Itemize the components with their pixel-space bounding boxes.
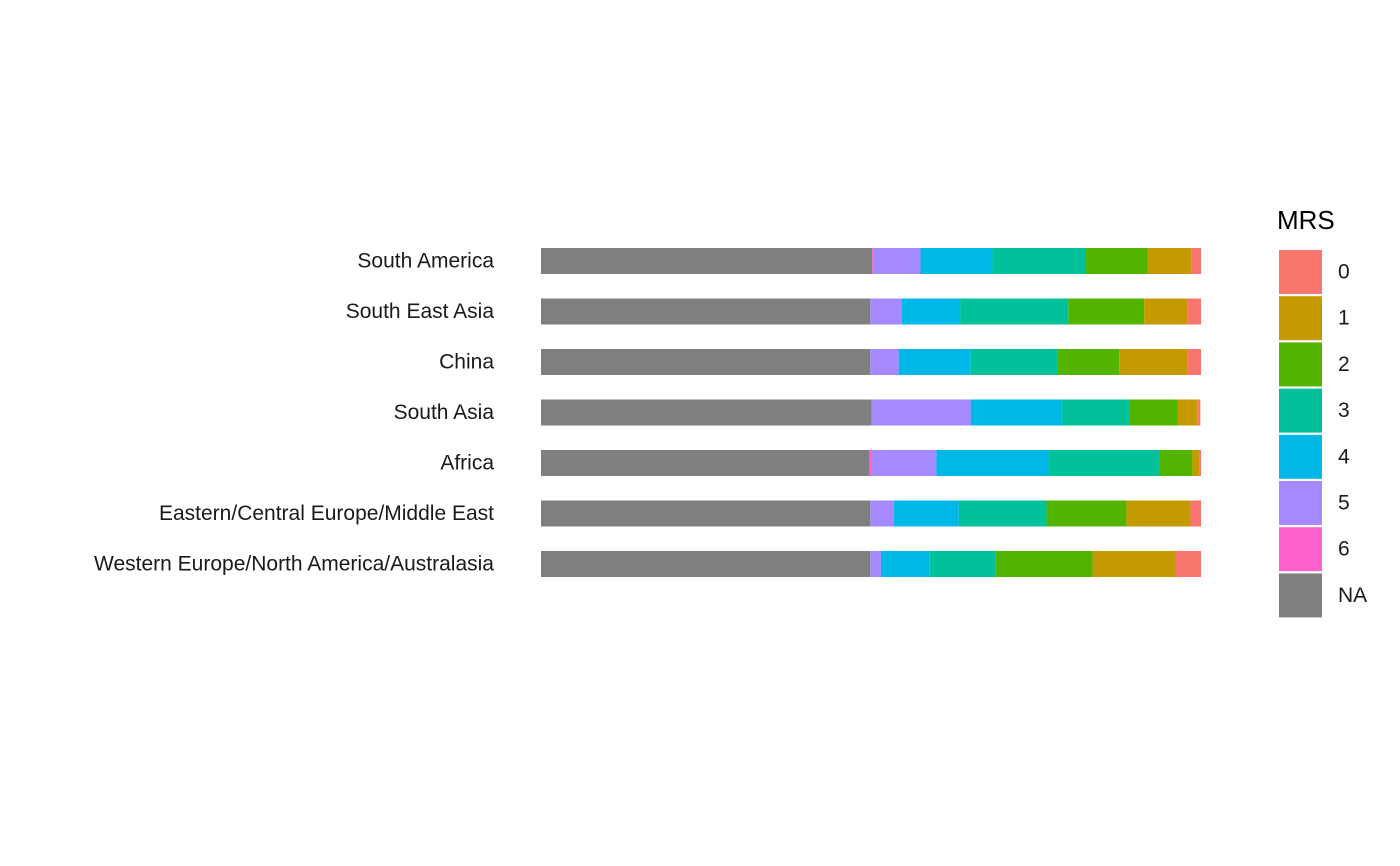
- legend-label-2: 2: [1338, 353, 1350, 376]
- legend-entry-5: 5: [1279, 481, 1350, 525]
- legend-key-4: [1279, 434, 1322, 479]
- legend-title: MRS: [1277, 205, 1335, 235]
- legend-label-5: 5: [1338, 492, 1350, 515]
- bar-segment-south-america-mrs-4: [920, 248, 993, 274]
- bar-segment-africa-mrs-1: [1192, 450, 1200, 476]
- bar-segment-western-europe-north-america-australasia-mrs-0: [1175, 551, 1201, 577]
- category-label-south-america: South America: [357, 250, 494, 273]
- legend-key-3: [1279, 388, 1322, 433]
- bar-segment-china-mrs-5: [870, 349, 899, 375]
- bar-segment-africa-mrs-na: [541, 450, 870, 476]
- legend-label-3: 3: [1338, 399, 1350, 422]
- bar-segment-south-east-asia-mrs-1: [1144, 298, 1188, 325]
- category-label-eastern-central-europe-middle-east: Eastern/Central Europe/Middle East: [159, 502, 494, 525]
- legend-entry-3: 3: [1279, 388, 1350, 433]
- legend-label-na: NA: [1338, 584, 1367, 607]
- bar-segment-south-america-mrs-3: [992, 248, 1086, 274]
- bar-segment-china-mrs-3: [970, 349, 1058, 375]
- bar-segment-south-america-mrs-6: [872, 248, 874, 274]
- bar-segment-south-america-mrs-2: [1085, 248, 1148, 274]
- legend-key-6: [1279, 527, 1322, 572]
- bar-china: [541, 349, 1201, 375]
- legend: MRS 0 1 2 3 4 5 6 NA: [1277, 205, 1367, 618]
- bar-segment-africa-mrs-2: [1159, 450, 1193, 476]
- bar-segment-south-america-mrs-0: [1191, 248, 1201, 274]
- bar-segment-south-asia-mrs-0: [1197, 399, 1201, 426]
- category-label-africa: Africa: [440, 452, 494, 475]
- category-label-south-east-asia: South East Asia: [346, 300, 495, 323]
- bar-segment-eastern-central-europe-middle-east-mrs-0: [1190, 500, 1201, 527]
- category-label-western-europe-north-america-australasia: Western Europe/North America/Australasia: [94, 553, 494, 576]
- bar-segment-china-mrs-0: [1187, 349, 1201, 375]
- bar-western-europe-north-america-australasia: [541, 551, 1201, 577]
- legend-key-na: [1279, 573, 1322, 618]
- legend-items: 0 1 2 3 4 5 6 NA: [1279, 250, 1367, 618]
- bar-segment-africa-mrs-0: [1199, 450, 1201, 476]
- legend-entry-0: 0: [1279, 250, 1350, 294]
- bar-eastern-central-europe-middle-east: [541, 500, 1201, 527]
- bar-segment-south-east-asia-mrs-5: [870, 298, 903, 325]
- bar-segment-africa-mrs-4: [936, 450, 1049, 476]
- bar-segment-south-east-asia-mrs-0: [1187, 298, 1201, 325]
- bar-segment-africa-mrs-6: [869, 450, 871, 476]
- bar-segment-western-europe-north-america-australasia-mrs-3: [929, 551, 996, 577]
- bar-segment-south-asia-mrs-na: [541, 399, 872, 426]
- bar-segment-south-east-asia-mrs-3: [960, 298, 1069, 325]
- legend-label-4: 4: [1338, 445, 1350, 468]
- bar-segment-south-east-asia-mrs-4: [902, 298, 961, 325]
- bar-segment-eastern-central-europe-middle-east-mrs-3: [958, 500, 1047, 527]
- bar-segment-western-europe-north-america-australasia-mrs-1: [1092, 551, 1176, 577]
- legend-label-0: 0: [1338, 261, 1350, 284]
- bar-south-asia: [541, 399, 1201, 426]
- bar-segment-south-asia-mrs-2: [1129, 399, 1178, 426]
- bar-segment-eastern-central-europe-middle-east-mrs-na: [541, 500, 871, 527]
- category-label-south-asia: South Asia: [394, 401, 495, 424]
- legend-entry-1: 1: [1279, 296, 1350, 341]
- bar-segment-china-mrs-4: [898, 349, 971, 375]
- bar-segment-china-mrs-1: [1119, 349, 1188, 375]
- legend-key-1: [1279, 296, 1322, 341]
- bar-segment-western-europe-north-america-australasia-mrs-na: [541, 551, 871, 577]
- bar-segment-africa-mrs-5: [871, 450, 937, 476]
- legend-entry-na: NA: [1279, 573, 1367, 618]
- bar-segment-south-asia-mrs-5: [871, 399, 971, 426]
- bar-segment-south-america-mrs-1: [1147, 248, 1192, 274]
- bar-segment-south-east-asia-mrs-na: [541, 298, 871, 325]
- legend-key-5: [1279, 481, 1322, 525]
- bar-south-east-asia: [541, 298, 1201, 325]
- bar-segment-south-asia-mrs-3: [1061, 399, 1130, 426]
- bar-segment-china-mrs-2: [1057, 349, 1120, 375]
- bar-segment-eastern-central-europe-middle-east-mrs-2: [1046, 500, 1127, 527]
- bars-layer: [541, 248, 1201, 577]
- bar-south-america: [541, 248, 1201, 274]
- bar-segment-south-asia-mrs-4: [970, 399, 1062, 426]
- legend-label-1: 1: [1338, 307, 1350, 330]
- bar-segment-south-america-mrs-5: [873, 248, 921, 274]
- bar-segment-western-europe-north-america-australasia-mrs-5: [870, 551, 881, 577]
- category-label-china: China: [439, 351, 494, 374]
- legend-entry-2: 2: [1279, 342, 1350, 387]
- bar-africa: [541, 450, 1201, 476]
- legend-key-0: [1279, 250, 1322, 294]
- legend-entry-6: 6: [1279, 527, 1350, 572]
- legend-key-2: [1279, 342, 1322, 387]
- bar-segment-africa-mrs-3: [1048, 450, 1160, 476]
- bar-segment-eastern-central-europe-middle-east-mrs-5: [870, 500, 895, 527]
- category-labels: South America South East Asia China South A…: [94, 250, 494, 576]
- bar-segment-eastern-central-europe-middle-east-mrs-4: [894, 500, 959, 527]
- bar-segment-china-mrs-na: [541, 349, 871, 375]
- bar-segment-eastern-central-europe-middle-east-mrs-1: [1126, 500, 1191, 527]
- legend-label-6: 6: [1338, 538, 1350, 561]
- bar-segment-western-europe-north-america-australasia-mrs-2: [995, 551, 1093, 577]
- bar-segment-western-europe-north-america-australasia-mrs-4: [880, 551, 930, 577]
- bar-segment-south-asia-mrs-1: [1177, 399, 1198, 426]
- bar-segment-south-east-asia-mrs-2: [1068, 298, 1145, 325]
- bar-segment-south-america-mrs-na: [541, 248, 873, 274]
- legend-entry-4: 4: [1279, 434, 1350, 479]
